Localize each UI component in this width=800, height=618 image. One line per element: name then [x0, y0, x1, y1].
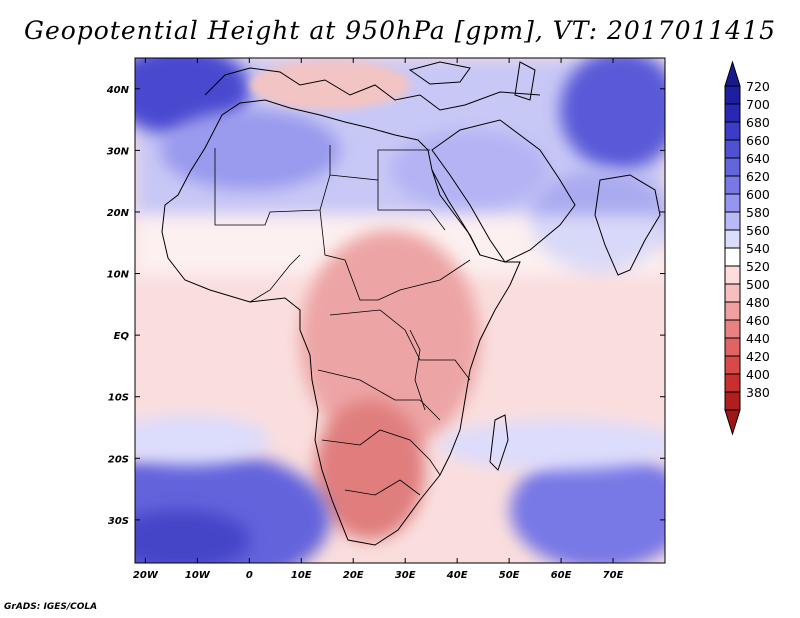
lat-tick-label: 30N: [107, 146, 130, 157]
colorbar-level-label: 580: [746, 205, 770, 220]
southern-africa-low: [315, 400, 425, 540]
colorbar-level-label: 500: [746, 277, 770, 292]
colorbar-level-label: 440: [746, 331, 770, 346]
lon-tick-label: 20W: [133, 570, 159, 581]
border-south-africa: [344, 479, 421, 496]
lon-tick-label: 30E: [395, 570, 416, 581]
border-great-lakes: [409, 329, 426, 411]
colorbar-swatch: [724, 283, 741, 303]
lat-tick-label: 40N: [106, 85, 130, 96]
border-angola-zambia: [317, 369, 441, 421]
border-westafrica: [249, 254, 301, 303]
colorbar-level-label: 680: [746, 115, 770, 130]
colorbar-level-label: 660: [746, 133, 770, 148]
colorbar-level-label: 640: [746, 151, 770, 166]
border-libya-egypt: [329, 149, 430, 181]
colorbar-swatch: [724, 121, 741, 141]
arabia-coast: [431, 119, 576, 263]
black-sea-coast: [408, 61, 471, 85]
lon-tick-label: 20E: [343, 570, 364, 581]
europe-coast: [204, 67, 541, 111]
colorbar-level-label: 480: [746, 295, 770, 310]
coastlines: [161, 61, 661, 546]
lat-tick-label: EQ: [114, 331, 130, 342]
colorbar-swatch: [724, 373, 741, 393]
colorbar-level-label: 720: [746, 79, 770, 94]
africa-coast: [161, 99, 521, 546]
country-borders: [214, 145, 471, 496]
border-sudan-n: [377, 180, 446, 231]
colorbar-swatch: [724, 175, 741, 195]
colorbar-swatch: [724, 229, 741, 249]
height-field: [135, 58, 665, 563]
colorbar: 720 700 680 660 640 620 600 580 560 540 520 500 480 4…: [724, 60, 770, 436]
lat-tick-label: 10N: [107, 270, 130, 281]
lon-tick-label: 0: [246, 570, 253, 581]
border-namibia-botswana: [321, 429, 441, 476]
arabia-blue: [390, 130, 550, 210]
colorbar-swatch: [724, 265, 741, 285]
sahara-blue: [160, 110, 340, 190]
lon-tick-label: 50E: [499, 570, 520, 581]
colorbar-level-label: 520: [746, 259, 770, 274]
se-light-blue: [440, 420, 665, 470]
colorbar-level-label: 420: [746, 349, 770, 364]
colorbar-swatch: [724, 85, 741, 105]
red-sea-coast: [431, 169, 481, 256]
colorbar-swatch: [724, 247, 741, 267]
plot-frame: [134, 57, 666, 564]
lon-tick-label: 60E: [551, 570, 572, 581]
colorbar-bottom-arrow: [724, 409, 741, 436]
caspian-coast: [514, 61, 536, 101]
colorbar-level-label: 700: [746, 97, 770, 112]
border-sahel: [319, 209, 471, 301]
colorbar-level-label: 400: [746, 367, 770, 382]
colorbar-level-label: 600: [746, 187, 770, 202]
border-central: [329, 309, 471, 381]
india-coast: [594, 174, 661, 276]
colorbar-swatch: [724, 157, 741, 177]
lat-tick-label: 30S: [108, 516, 129, 527]
colorbar-level-label: 560: [746, 223, 770, 238]
colorbar-swatch: [724, 139, 741, 159]
sw-deep-blue: [135, 510, 250, 563]
lat-tick-label: 20N: [107, 208, 130, 219]
colorbar-swatch: [724, 355, 741, 375]
latitude-axis: 40N 30N 20N 10N EQ 10S 20S 30S: [106, 85, 665, 527]
colorbar-swatch: [724, 103, 741, 123]
se-blue: [510, 450, 665, 563]
lat-tick-label: 10S: [108, 393, 129, 404]
madagascar-coast: [489, 414, 509, 471]
longitude-axis: 20W 10W 0 10E 20E 30E 40E 50E 60E 70E: [133, 58, 624, 581]
colorbar-level-label: 540: [746, 241, 770, 256]
colorbar-level-label: 380: [746, 385, 770, 400]
colorbar-swatch: [724, 319, 741, 339]
colorbar-level-label: 620: [746, 169, 770, 184]
colorbar-top-arrow: [724, 60, 741, 87]
colorbar-swatch: [724, 193, 741, 213]
lat-tick-label: 20S: [108, 454, 129, 465]
colorbar-swatch: [724, 211, 741, 231]
colorbar-swatch: [724, 301, 741, 321]
colorbar-swatch: [724, 337, 741, 357]
lon-tick-label: 10E: [291, 570, 312, 581]
chart-title: Geopotential Height at 950hPa [gpm], VT:…: [23, 16, 777, 45]
grads-credit: GrADS: IGES/COLA: [4, 602, 98, 612]
colorbar-level-label: 460: [746, 313, 770, 328]
central-africa-low: [300, 230, 480, 450]
lon-tick-label: 70E: [603, 570, 624, 581]
sw-light-blue: [135, 415, 270, 465]
lon-tick-label: 10W: [185, 570, 211, 581]
lon-tick-label: 40E: [446, 570, 468, 581]
med-red: [250, 60, 410, 110]
ne-blue: [560, 58, 665, 170]
colorbar-swatch: [724, 391, 741, 411]
